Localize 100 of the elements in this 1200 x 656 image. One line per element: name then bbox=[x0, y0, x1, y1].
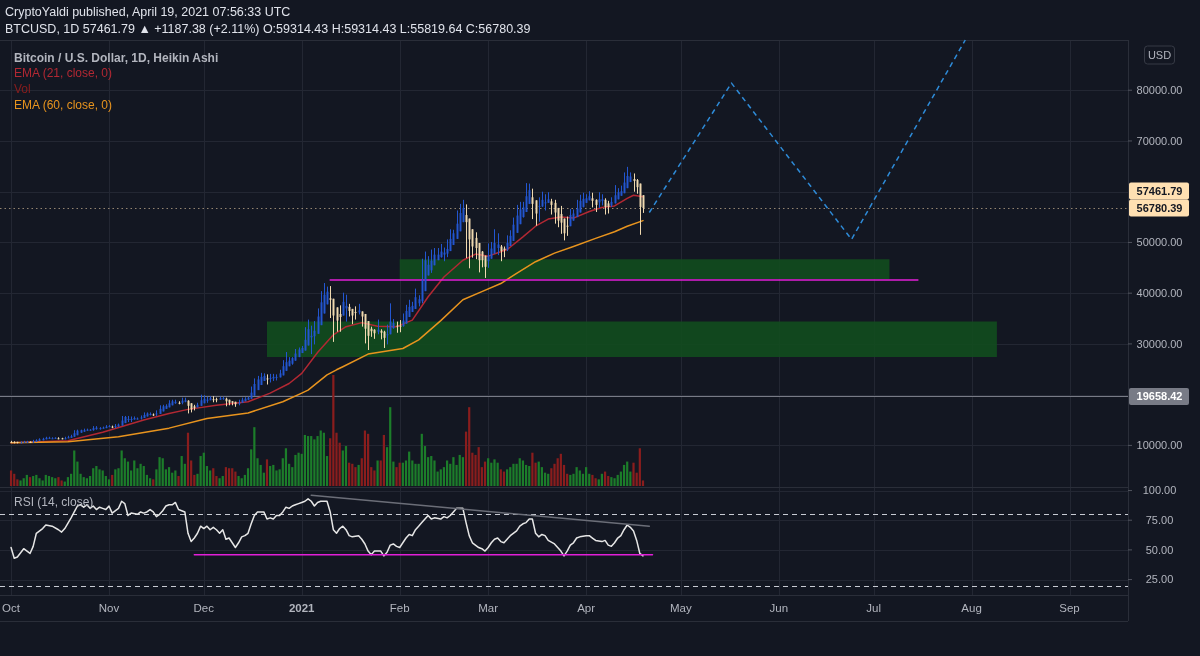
y-tick-label: 100.00 bbox=[1142, 484, 1177, 497]
bar bbox=[477, 447, 480, 486]
bar bbox=[186, 432, 190, 486]
bar bbox=[414, 463, 417, 486]
x-tick-label: Dec bbox=[193, 602, 215, 614]
bar bbox=[133, 460, 136, 486]
bar bbox=[221, 476, 224, 486]
bar bbox=[458, 454, 461, 486]
bar bbox=[550, 468, 553, 486]
bar bbox=[373, 470, 376, 486]
bar bbox=[531, 452, 534, 486]
bar bbox=[344, 446, 348, 486]
bar bbox=[158, 457, 161, 486]
bar bbox=[332, 375, 335, 486]
bar bbox=[22, 478, 25, 486]
bar bbox=[382, 434, 385, 486]
bar bbox=[66, 477, 70, 486]
bar bbox=[38, 478, 41, 486]
x-tick-label: Nov bbox=[98, 602, 120, 614]
bar bbox=[148, 478, 152, 486]
bar bbox=[177, 476, 180, 486]
bar bbox=[303, 434, 307, 486]
ref-line-label: 56780.39 bbox=[1136, 201, 1183, 214]
bar bbox=[9, 470, 13, 486]
bar bbox=[161, 458, 164, 486]
bar bbox=[95, 466, 98, 486]
bar bbox=[445, 460, 449, 486]
bar bbox=[512, 463, 515, 486]
bar bbox=[142, 466, 145, 486]
y-tick-label: 50.00 bbox=[1145, 543, 1174, 556]
bar bbox=[231, 468, 234, 486]
bar bbox=[107, 479, 111, 486]
bar bbox=[28, 477, 32, 486]
bar bbox=[585, 467, 588, 486]
bar bbox=[638, 448, 641, 486]
bar bbox=[240, 478, 243, 486]
text: Bitcoin / U.S. Dollar, 1D, Heikin Ashi bbox=[14, 50, 219, 65]
bar bbox=[114, 469, 117, 486]
y-tick-label: 10000.00 bbox=[1136, 439, 1183, 452]
text: Vol bbox=[14, 81, 31, 96]
bar bbox=[47, 476, 51, 486]
bar bbox=[613, 478, 616, 486]
bar bbox=[120, 450, 123, 486]
y-tick-label: 50000.00 bbox=[1136, 236, 1183, 249]
line-series bbox=[10, 498, 644, 559]
x-tick-label: Mar bbox=[478, 602, 499, 614]
bar bbox=[310, 436, 313, 486]
bar bbox=[297, 452, 300, 486]
line-series bbox=[648, 39, 967, 241]
bar bbox=[506, 469, 509, 486]
bar bbox=[180, 456, 183, 486]
bar bbox=[265, 459, 269, 486]
x-tick-label: May bbox=[670, 602, 693, 614]
x-tick-label: Oct bbox=[2, 602, 21, 614]
y-tick-label: 40000.00 bbox=[1136, 287, 1183, 300]
x-tick-label: Jul bbox=[866, 602, 881, 614]
bar bbox=[420, 433, 423, 486]
bar bbox=[341, 450, 344, 486]
bar bbox=[234, 471, 237, 486]
bar bbox=[430, 456, 433, 486]
bar bbox=[92, 468, 95, 486]
bar bbox=[559, 453, 562, 486]
bar bbox=[518, 458, 521, 486]
bar bbox=[461, 457, 464, 486]
bar bbox=[224, 467, 228, 486]
bar bbox=[578, 470, 581, 486]
bar bbox=[499, 469, 502, 486]
bar bbox=[313, 439, 316, 486]
x-tick-label: 2021 bbox=[288, 602, 316, 614]
bar bbox=[521, 460, 525, 486]
y-tick-label: 30000.00 bbox=[1136, 337, 1183, 350]
bar bbox=[556, 458, 559, 486]
text: EMA (21, close, 0) bbox=[14, 66, 113, 81]
bar bbox=[575, 467, 578, 486]
bar bbox=[73, 450, 76, 486]
text: CryptoYaldi published, April 19, 2021 07:56:33 UTC bbox=[5, 5, 291, 19]
y-tick-label: 70000.00 bbox=[1136, 134, 1183, 147]
bar bbox=[433, 460, 436, 486]
bar bbox=[51, 477, 54, 486]
bar bbox=[253, 427, 256, 486]
x-tick-label: Jun bbox=[769, 602, 789, 614]
y-tick-label: 75.00 bbox=[1145, 514, 1174, 527]
bar bbox=[487, 458, 490, 486]
bar bbox=[85, 478, 88, 486]
bar bbox=[389, 407, 392, 486]
text: RSI (14, close) bbox=[14, 494, 94, 509]
bar bbox=[509, 467, 512, 486]
bar bbox=[452, 457, 455, 486]
bar bbox=[82, 477, 85, 486]
bar bbox=[294, 454, 297, 486]
x-tick-label: Feb bbox=[389, 602, 410, 614]
bar bbox=[306, 436, 310, 486]
text: 57461.79 bbox=[1136, 184, 1183, 197]
bar bbox=[284, 448, 288, 486]
bar bbox=[632, 462, 635, 486]
bar bbox=[367, 433, 370, 486]
chart-subtitle: BTCUSD, 1D 57461.79 ▲ +1187.38 (+2.11%) O:59314.43 H:59314.43 L:55819.64 C:56780.39 bbox=[5, 22, 531, 36]
bar bbox=[167, 467, 171, 486]
ref-line-label: 19658.42 bbox=[1136, 390, 1183, 403]
bar bbox=[101, 470, 104, 486]
